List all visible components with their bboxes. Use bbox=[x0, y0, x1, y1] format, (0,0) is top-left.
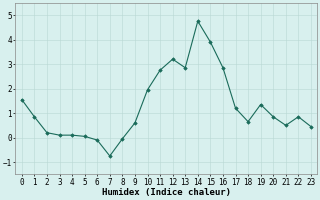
X-axis label: Humidex (Indice chaleur): Humidex (Indice chaleur) bbox=[102, 188, 231, 197]
